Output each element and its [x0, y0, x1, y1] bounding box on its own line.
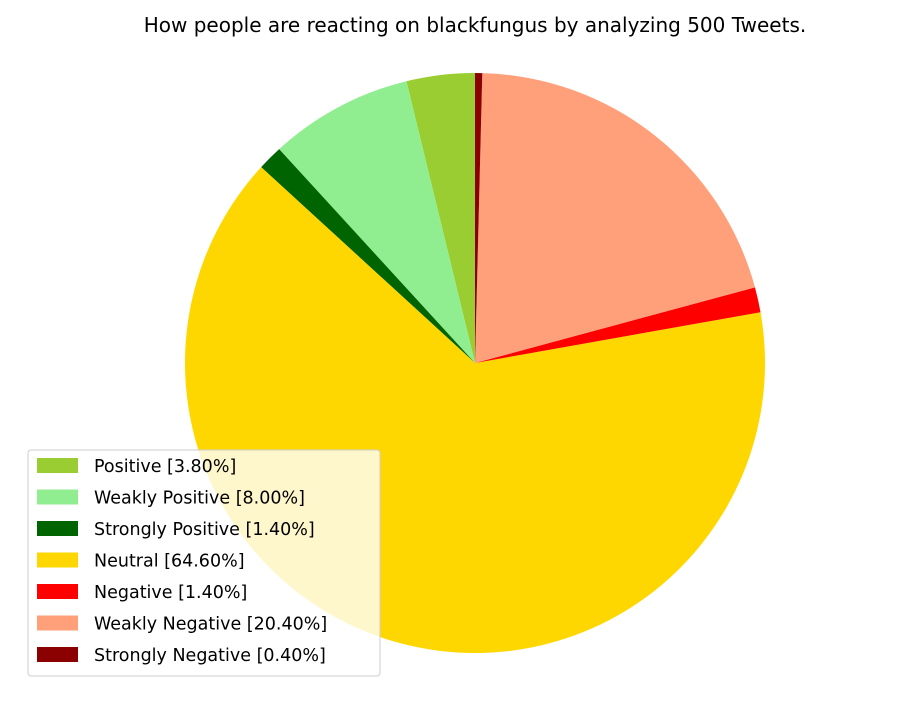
legend-label-0: Positive [3.80%] — [94, 457, 236, 477]
legend-label-2: Strongly Positive [1.40%] — [94, 520, 315, 540]
legend-label-1: Weakly Positive [8.00%] — [94, 489, 305, 509]
legend-swatch-1 — [37, 489, 78, 505]
legend-swatch-6 — [37, 647, 78, 662]
pie-slice-0 — [406, 73, 475, 363]
legend-swatch-0 — [37, 458, 78, 473]
legend-swatch-3 — [37, 552, 78, 568]
legend-label-5: Weakly Negative [20.40%] — [94, 615, 327, 635]
pie-slice-5 — [475, 73, 755, 363]
chart-title: How people are reacting on blackfungus b… — [144, 13, 806, 37]
pie-slice-2 — [261, 149, 475, 363]
legend-label-6: Strongly Negative [0.40%] — [94, 646, 326, 666]
pie-slice-4 — [475, 287, 761, 363]
legend-swatch-4 — [37, 584, 78, 599]
pie-slice-6 — [475, 72, 483, 363]
legend-items: Positive [3.80%] Weakly Positive [8.00%] S… — [37, 457, 327, 666]
legend-box — [27, 449, 381, 677]
legend-swatch-2 — [37, 521, 78, 536]
pie-slice-1 — [279, 81, 475, 363]
legend-label-4: Negative [1.40%] — [94, 583, 247, 603]
legend-label-3: Neutral [64.60%] — [94, 552, 245, 572]
chart-legend: Positive [3.80%] Weakly Positive [8.00%] S… — [27, 449, 381, 677]
legend-swatch-5 — [37, 615, 78, 631]
